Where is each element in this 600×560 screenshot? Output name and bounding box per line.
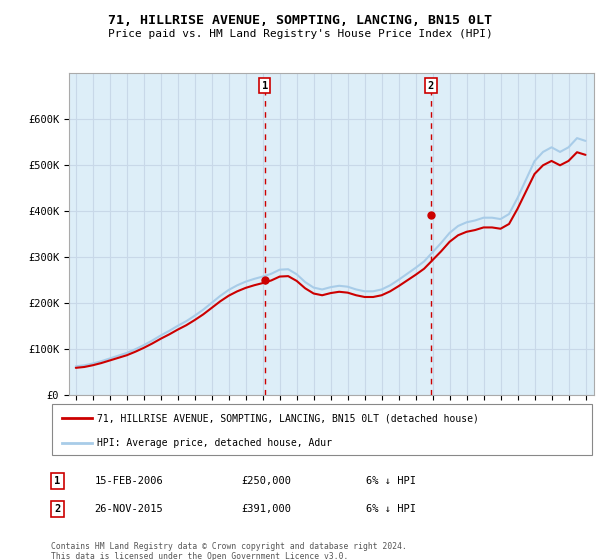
Text: Price paid vs. HM Land Registry's House Price Index (HPI): Price paid vs. HM Land Registry's House … <box>107 29 493 39</box>
Text: 71, HILLRISE AVENUE, SOMPTING, LANCING, BN15 0LT: 71, HILLRISE AVENUE, SOMPTING, LANCING, … <box>108 14 492 27</box>
Text: 15-FEB-2006: 15-FEB-2006 <box>94 476 163 486</box>
Text: 6% ↓ HPI: 6% ↓ HPI <box>366 476 416 486</box>
Text: 71, HILLRISE AVENUE, SOMPTING, LANCING, BN15 0LT (detached house): 71, HILLRISE AVENUE, SOMPTING, LANCING, … <box>97 413 479 423</box>
Text: 6% ↓ HPI: 6% ↓ HPI <box>366 504 416 514</box>
Text: 2: 2 <box>55 504 61 514</box>
Text: 2: 2 <box>428 81 434 91</box>
Text: £250,000: £250,000 <box>241 476 291 486</box>
Text: 26-NOV-2015: 26-NOV-2015 <box>94 504 163 514</box>
Text: HPI: Average price, detached house, Adur: HPI: Average price, detached house, Adur <box>97 437 332 447</box>
FancyBboxPatch shape <box>52 404 592 455</box>
Text: 1: 1 <box>55 476 61 486</box>
Text: 1: 1 <box>262 81 268 91</box>
Text: Contains HM Land Registry data © Crown copyright and database right 2024.
This d: Contains HM Land Registry data © Crown c… <box>51 542 407 560</box>
Text: £391,000: £391,000 <box>241 504 291 514</box>
